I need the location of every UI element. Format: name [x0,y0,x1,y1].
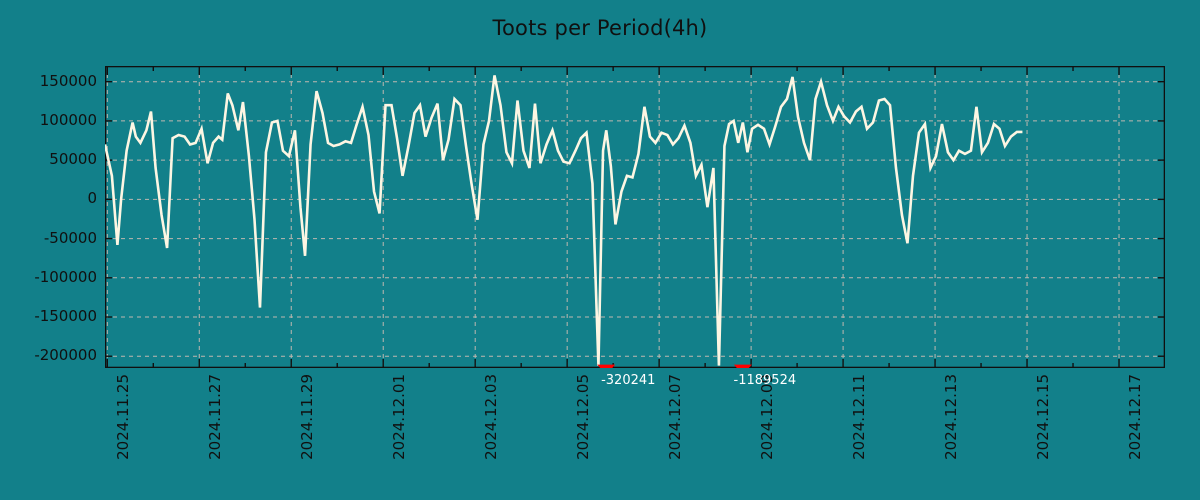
x-axis-tick-label: 2024.12.11 [850,374,869,460]
chart-title: Toots per Period(4h) [492,16,708,40]
y-axis-tick-label: -100000 [34,267,97,286]
y-axis-tick-label: 100000 [39,110,97,129]
annotation-marker-triangle[interactable] [733,364,752,368]
x-axis-tick-label: 2024.12.17 [1126,374,1144,460]
x-axis-tick-label: 2024.12.05 [574,374,593,460]
y-axis-tick-label: -200000 [34,346,97,365]
plot-border [105,66,1165,368]
plot-area [105,66,1165,368]
x-axis-tick-label: 2024.12.03 [482,374,501,460]
data-series-line [105,75,1023,366]
annotation-marker-triangle[interactable] [597,364,616,368]
x-axis-tick-label: 2024.11.29 [298,374,317,460]
x-axis-tick-label: 2024.12.01 [390,374,409,460]
y-axis-tick-label: 150000 [39,71,97,90]
annotation-value-label: -320241 [601,372,656,388]
x-axis-tick-label: 2024.12.07 [666,374,685,460]
x-axis-tick-label: 2024.12.13 [942,374,961,460]
y-axis-tick-label: 0 [87,189,97,208]
grid-lines [105,66,1165,368]
x-axis-tick-label: 2024.11.25 [114,374,133,460]
x-axis-tick-label: 2024.12.15 [1034,374,1053,460]
y-axis-tick-label: -50000 [43,228,97,247]
y-axis-tick-label: 50000 [49,150,97,169]
y-axis-tick-labels: 150000 100000 50000 0 -50000 -100000 -150000 -2… [0,0,97,500]
annotation-markers [597,364,752,368]
line-chart-svg [105,66,1165,368]
axis-ticks [105,66,1165,368]
x-axis-tick-label: 2024.11.27 [206,374,225,460]
annotation-value-label: -1189524 [733,372,797,388]
y-axis-tick-label: -150000 [34,307,97,325]
